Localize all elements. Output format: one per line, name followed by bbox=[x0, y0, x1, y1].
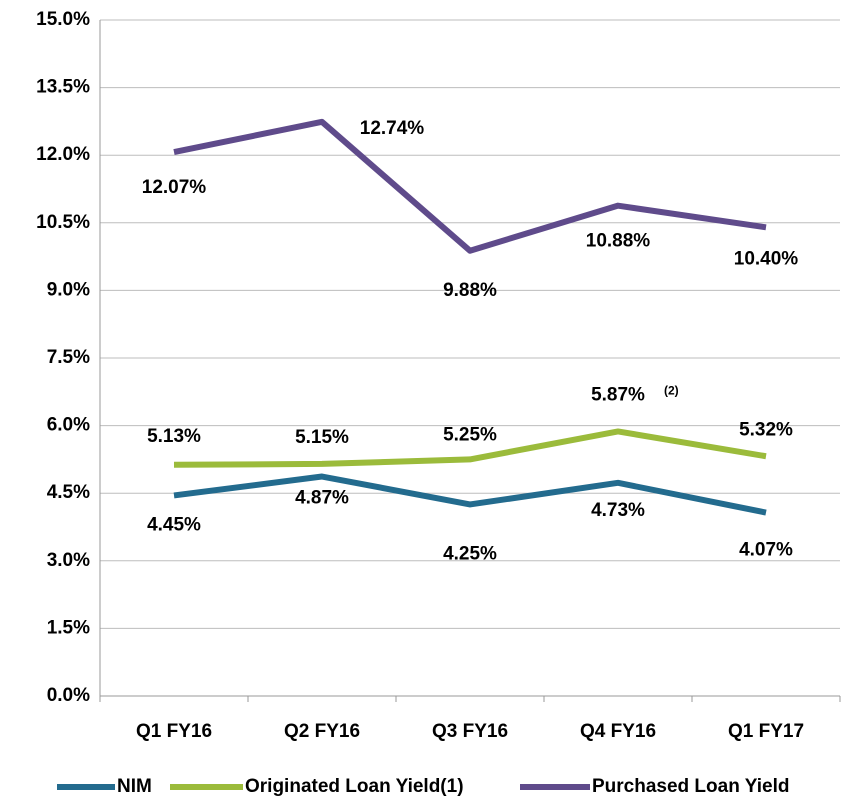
data-label: 10.40% bbox=[734, 248, 799, 269]
data-label: 9.88% bbox=[443, 280, 497, 301]
y-tick-label: 0.0% bbox=[47, 685, 90, 706]
data-label: 5.13% bbox=[147, 426, 201, 447]
data-label: 4.45% bbox=[147, 514, 201, 535]
x-tick-label: Q3 FY16 bbox=[432, 721, 508, 742]
data-label: 10.88% bbox=[586, 231, 651, 252]
y-tick-label: 9.0% bbox=[47, 279, 90, 300]
data-label: 12.07% bbox=[142, 177, 207, 198]
data-label: 4.87% bbox=[295, 488, 349, 509]
x-tick-label: Q2 FY16 bbox=[284, 721, 360, 742]
y-tick-label: 10.5% bbox=[36, 212, 90, 233]
legend-label: NIM bbox=[117, 776, 152, 797]
annotation: (2) bbox=[664, 384, 679, 398]
series-line bbox=[173, 473, 767, 516]
y-tick-label: 7.5% bbox=[47, 347, 90, 368]
y-tick-label: 4.5% bbox=[47, 482, 90, 503]
data-label: 4.73% bbox=[591, 500, 645, 521]
data-label: 4.25% bbox=[443, 543, 497, 564]
series-line bbox=[173, 428, 767, 468]
data-label: 5.87% bbox=[591, 384, 645, 405]
y-tick-label: 6.0% bbox=[47, 415, 90, 436]
series-line bbox=[173, 118, 767, 254]
y-tick-label: 3.0% bbox=[47, 550, 90, 571]
data-label: 4.07% bbox=[739, 540, 793, 561]
legend-label: Originated Loan Yield(1) bbox=[245, 776, 464, 797]
x-tick-label: Q1 FY16 bbox=[136, 721, 212, 742]
x-tick-label: Q4 FY16 bbox=[580, 721, 656, 742]
data-label: 5.15% bbox=[295, 427, 349, 448]
legend-label: Purchased Loan Yield bbox=[592, 776, 789, 797]
data-label: 12.74% bbox=[360, 118, 425, 139]
y-tick-label: 1.5% bbox=[47, 617, 90, 638]
y-tick-label: 13.5% bbox=[36, 77, 90, 98]
x-tick-label: Q1 FY17 bbox=[728, 721, 804, 742]
data-label: 5.32% bbox=[739, 419, 793, 440]
y-tick-label: 12.0% bbox=[36, 144, 90, 165]
y-tick-label: 15.0% bbox=[36, 9, 90, 30]
data-label: 5.25% bbox=[443, 424, 497, 445]
